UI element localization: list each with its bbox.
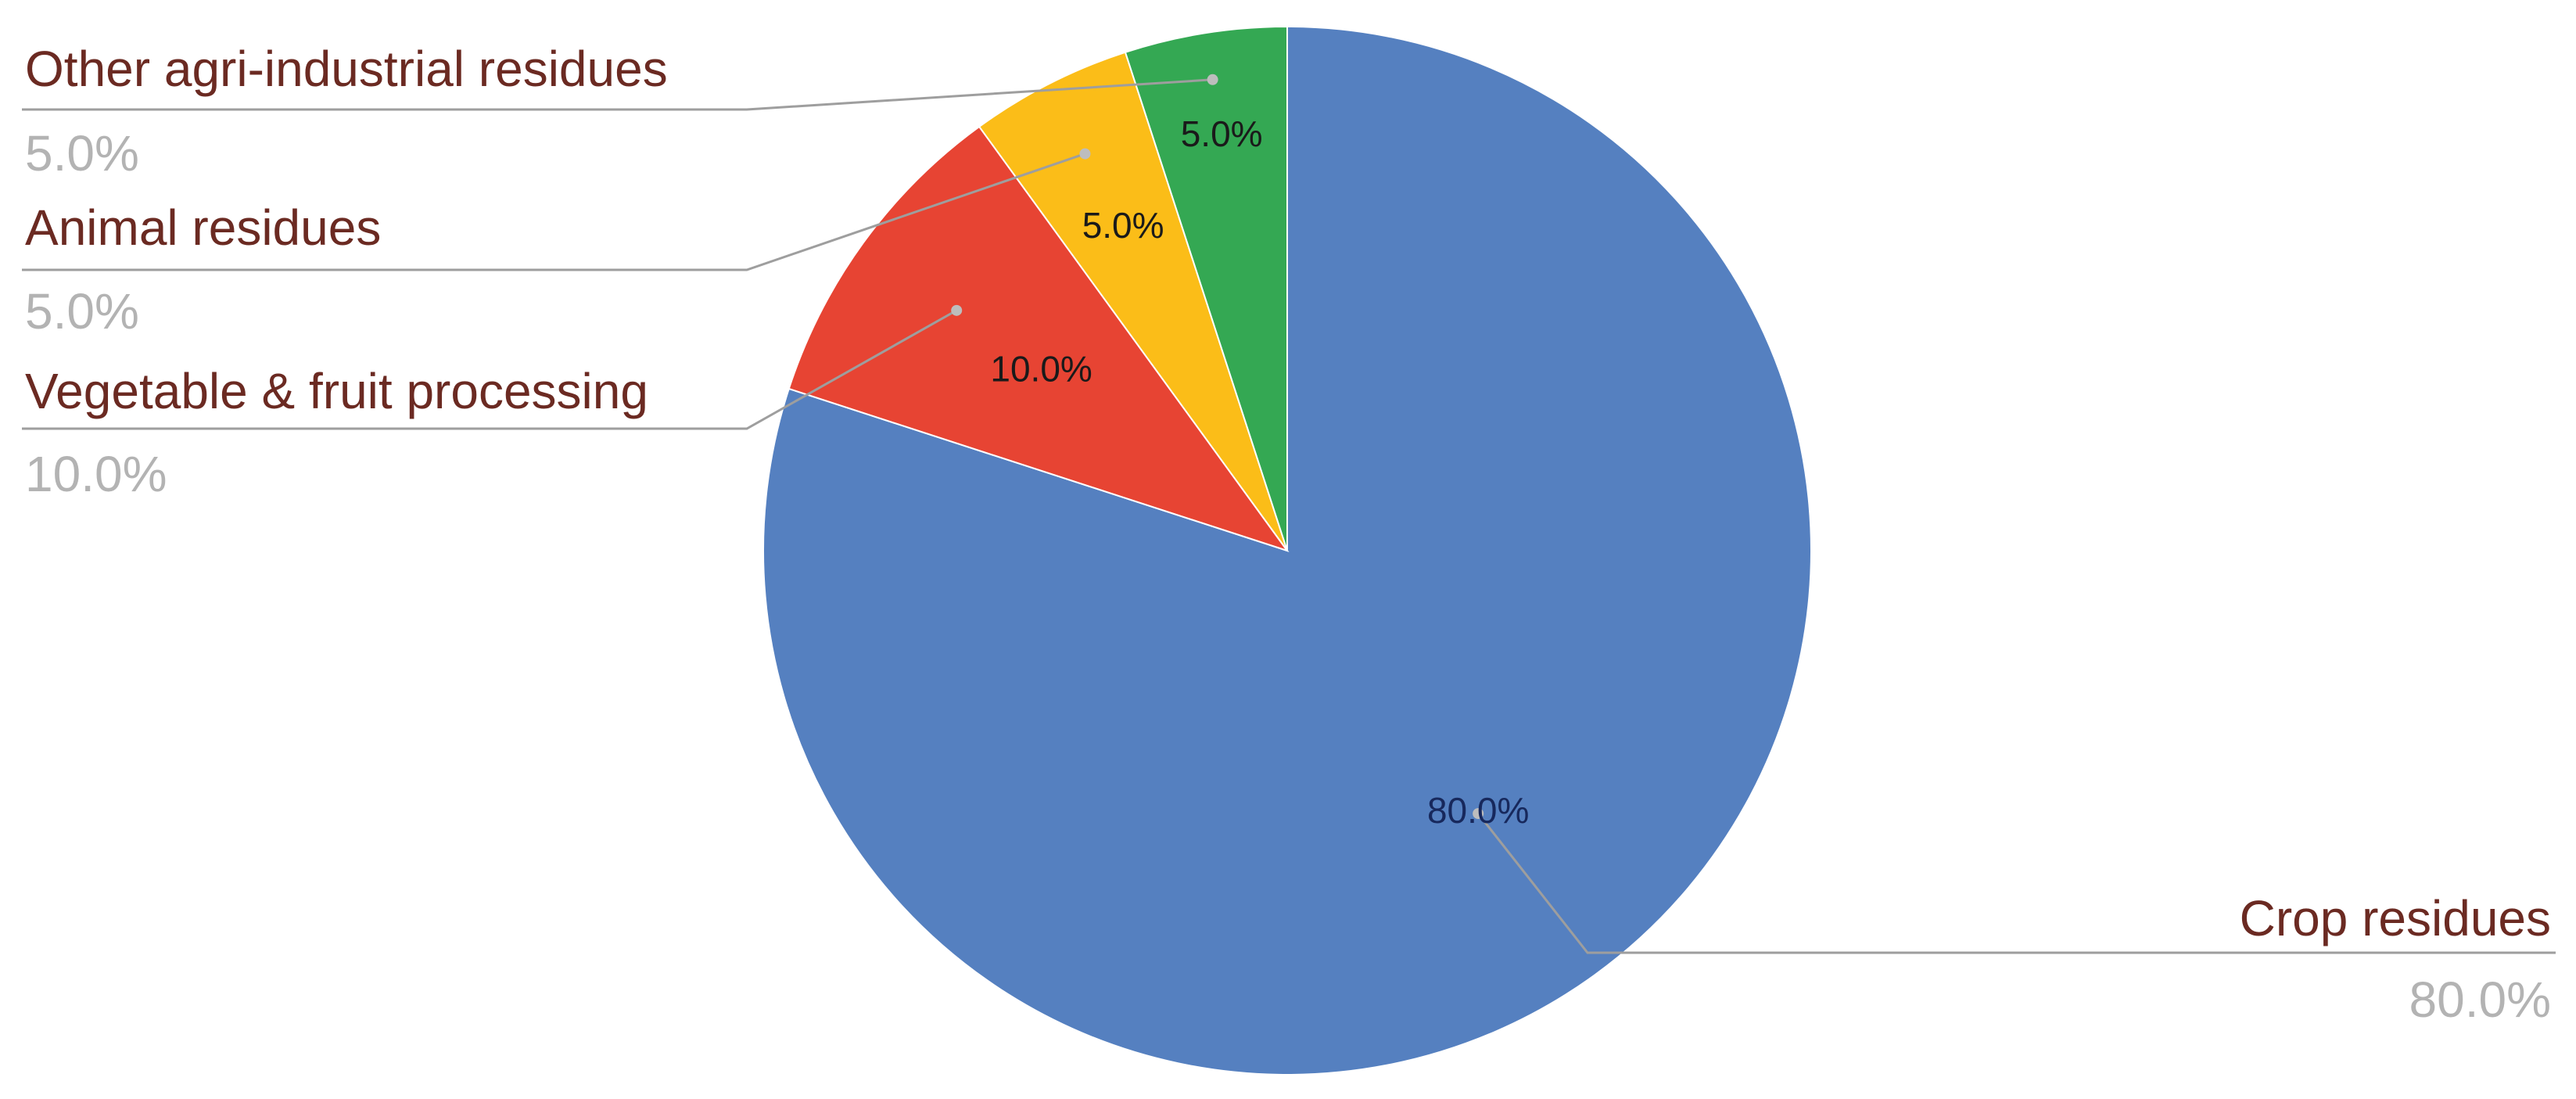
leader-line-other-agri-industrial-residues [22, 78, 1213, 111]
pie-slice-other-agri-industrial-residues [1124, 25, 1288, 551]
slice-value-label-crop-residues: 80.0% [1427, 790, 1529, 831]
leader-line-animal-residues [22, 153, 1085, 271]
pie-slice-animal-residues [978, 51, 1288, 551]
callout-labels: Crop residues 80.0% Vegetable & fruit proc… [25, 41, 2551, 1028]
slice-value-label-vegetable-fruit-processing: 10.0% [990, 349, 1092, 390]
callout-percent-animal-residues: 5.0% [25, 283, 139, 339]
callout-percent-other-agri-industrial-residues: 5.0% [25, 125, 139, 181]
slice-value-labels: 80.0% 10.0% 5.0% 5.0% [990, 113, 1529, 831]
pie-slice-vegetable-fruit-processing [788, 125, 1290, 552]
leader-dot-animal-residues [1079, 148, 1091, 160]
callout-name-vegetable-fruit-processing: Vegetable & fruit processing [25, 363, 648, 419]
callout-name-other-agri-industrial-residues: Other agri-industrial residues [25, 41, 668, 97]
callout-name-crop-residues: Crop residues [2240, 890, 2551, 946]
callout-percent-crop-residues: 80.0% [2409, 972, 2551, 1028]
leader-line-crop-residues [1476, 813, 2556, 954]
slice-value-label-animal-residues: 5.0% [1082, 205, 1164, 246]
slice-value-label-other-agri-industrial-residues: 5.0% [1181, 113, 1263, 154]
leader-dot-vegetable-fruit-processing [951, 304, 963, 316]
leader-dot-other-agri-industrial-residues [1207, 74, 1218, 85]
pie-slices [762, 25, 1812, 1076]
callout-name-animal-residues: Animal residues [25, 199, 381, 256]
leader-lines [22, 74, 2556, 954]
leader-line-vegetable-fruit-processing [22, 309, 957, 430]
leader-dot-crop-residues [1473, 808, 1484, 820]
callout-percent-vegetable-fruit-processing: 10.0% [25, 446, 167, 502]
